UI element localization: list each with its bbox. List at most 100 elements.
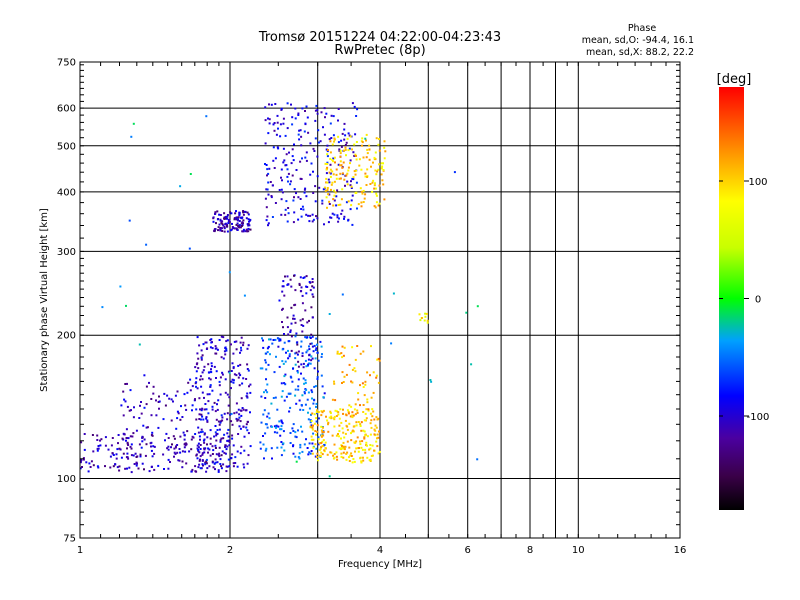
data-point [216,210,219,213]
data-point [198,413,201,416]
data-point [426,321,429,324]
data-point [267,363,270,366]
data-point [169,461,171,463]
data-point [227,404,230,407]
data-point [247,227,250,230]
data-point [210,362,213,365]
data-point [333,194,336,197]
data-point [286,220,289,223]
data-point [231,453,234,456]
data-point [292,367,294,370]
data-point [220,356,223,359]
data-point [308,407,311,410]
data-point [305,151,308,154]
data-point [152,385,155,388]
data-point [181,460,184,463]
data-point [222,463,225,466]
data-point [311,281,314,283]
data-point [337,204,340,206]
data-point [200,413,203,416]
data-point [237,418,240,421]
data-point [138,417,141,419]
data-point [240,397,243,400]
data-point [170,446,172,449]
data-point [362,156,365,159]
data-point [211,405,214,408]
data-point [373,428,376,431]
data-point [248,220,250,223]
data-point [378,430,380,433]
data-point [355,424,358,427]
data-point [237,408,240,411]
data-point [345,141,348,144]
data-point [247,454,250,457]
data-point [213,435,216,438]
data-point [246,420,249,423]
data-point [213,401,216,404]
data-point [338,148,341,151]
data-point [369,183,372,185]
data-point [297,350,300,353]
data-point [273,425,276,428]
data-point [265,352,268,355]
data-point [203,433,206,436]
data-point [337,433,339,435]
data-point [209,437,212,440]
data-point [267,345,270,348]
data-point [344,144,347,146]
data-point [355,115,358,117]
data-point [220,465,223,468]
data-point [245,228,248,231]
data-point [232,366,235,369]
data-point [238,226,241,229]
data-point [291,174,294,177]
data-point [189,389,192,392]
data-point [209,429,212,432]
data-point [350,405,353,408]
data-point [143,438,146,441]
x-tick-label: 1 [77,545,83,556]
data-point [302,324,305,327]
data-point [201,453,204,456]
data-point [307,391,310,394]
data-point [227,439,230,442]
data-point [150,441,153,444]
data-point [217,469,220,472]
data-point [275,133,278,136]
data-point [341,188,344,191]
data-point [306,116,309,119]
data-point [287,212,290,215]
data-point [171,443,173,446]
data-point [340,164,343,167]
data-point [390,342,393,345]
data-point [231,434,234,437]
data-point [374,187,377,190]
data-point [295,169,298,171]
data-point [239,409,242,412]
data-point [241,407,244,409]
data-point [326,144,329,147]
data-point [297,112,300,115]
data-point [282,161,285,164]
data-point [271,457,273,460]
data-point [317,129,320,132]
data-point [307,453,310,456]
data-point [272,397,275,399]
data-point [209,384,212,387]
data-point [280,198,283,201]
data-point [307,358,310,361]
data-point [280,168,283,171]
data-point [309,362,312,365]
data-point [266,188,269,191]
data-point [111,437,114,439]
data-point [337,119,339,122]
data-point [373,418,376,421]
data-point [262,435,264,437]
data-point [357,421,360,423]
data-point [238,425,241,428]
x-tick-label: 4 [377,545,383,556]
data-point [310,438,313,441]
data-point [312,432,315,435]
data-point [369,374,371,377]
data-point [226,215,229,218]
